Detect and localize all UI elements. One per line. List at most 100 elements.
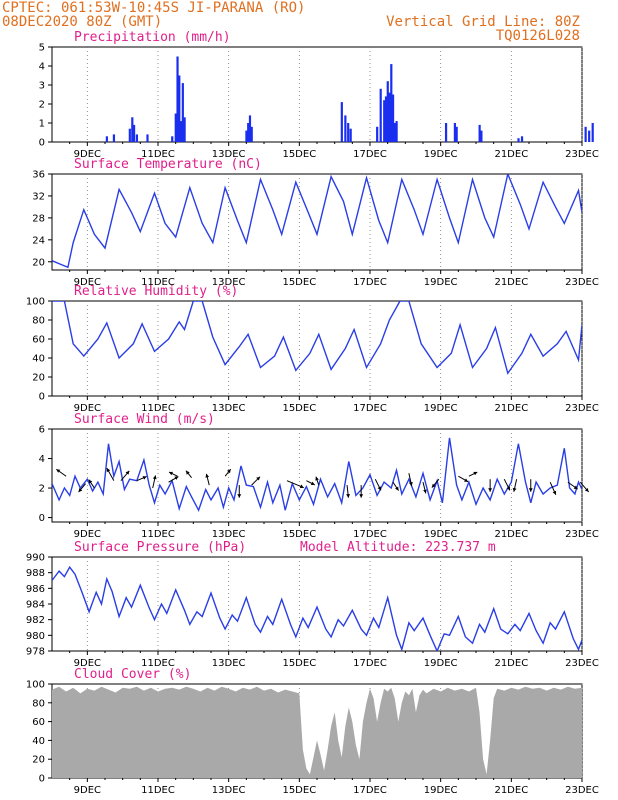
x-tick-label: 13DEC bbox=[212, 149, 246, 160]
precip-bar bbox=[453, 123, 456, 142]
precip-bar bbox=[245, 130, 248, 142]
y-tick-label: 990 bbox=[26, 553, 45, 564]
precip-bar bbox=[128, 128, 131, 142]
y-tick-label: 100 bbox=[26, 680, 45, 691]
precip-bar bbox=[174, 113, 177, 142]
run-datetime: 08DEC2020 80Z (GMT) bbox=[2, 14, 162, 30]
x-tick-label: 23DEC bbox=[565, 658, 599, 669]
wind-vector-head bbox=[186, 470, 190, 475]
wind-vector-head bbox=[359, 494, 364, 498]
panel-title-wind: Surface Wind (m/s) bbox=[74, 412, 215, 427]
wind-vector-head bbox=[88, 479, 93, 484]
precip-bar bbox=[349, 128, 352, 142]
x-tick-label: 23DEC bbox=[565, 149, 599, 160]
wind-vector-head bbox=[377, 486, 381, 491]
wind-vector-head bbox=[152, 475, 157, 480]
y-tick-label: 20 bbox=[32, 755, 45, 766]
precip-bar bbox=[132, 124, 136, 142]
precip-bar bbox=[146, 134, 149, 142]
x-tick-label: 11DEC bbox=[141, 529, 175, 540]
wind-vector-head bbox=[506, 486, 510, 491]
precip-bar bbox=[395, 121, 398, 142]
precip-bar bbox=[393, 123, 396, 142]
panel-title-psfc: Surface Pressure (hPa) bbox=[74, 540, 246, 555]
precip-bar bbox=[181, 83, 184, 142]
x-tick-label: 17DEC bbox=[353, 403, 387, 414]
y-tick-label: 6 bbox=[39, 425, 45, 436]
y-tick-label: 40 bbox=[32, 736, 45, 747]
y-tick-label: 32 bbox=[32, 191, 45, 202]
precip-bar bbox=[178, 75, 181, 142]
wind-vector-head bbox=[174, 476, 179, 480]
x-tick-label: 13DEC bbox=[212, 658, 246, 669]
x-tick-label: 21DEC bbox=[494, 149, 528, 160]
panel-title-cloud: Cloud Cover (%) bbox=[74, 667, 191, 682]
panel-cloud: Cloud Cover (%) 0 20 40 60 80 100 9DEC 11DEC 13DE… bbox=[26, 667, 599, 796]
precip-bar bbox=[344, 115, 347, 142]
x-tick-label: 17DEC bbox=[353, 149, 387, 160]
precip-bar bbox=[517, 138, 520, 142]
precip-bar bbox=[376, 126, 379, 142]
model-id: TQ0126L028 bbox=[496, 28, 580, 44]
wind-vector-head bbox=[205, 473, 210, 478]
x-tick-label: 9DEC bbox=[74, 529, 101, 540]
panel-title-rh: Relative Humidity (%) bbox=[74, 284, 238, 299]
x-tick-label: 23DEC bbox=[565, 529, 599, 540]
panel-frame bbox=[51, 428, 583, 523]
x-tick-label: 19DEC bbox=[424, 277, 458, 288]
precip-bar bbox=[105, 136, 108, 142]
x-tick-label: 21DEC bbox=[494, 403, 528, 414]
precip-bar bbox=[386, 81, 389, 142]
y-tick-label: 60 bbox=[32, 717, 45, 728]
panel-temp: Surface Temperature (nC) 20 24 28 32 36 9DEC 11… bbox=[32, 157, 599, 288]
x-tick-label: 11DEC bbox=[141, 149, 175, 160]
x-tick-label: 15DEC bbox=[282, 658, 316, 669]
precip-bar bbox=[444, 123, 448, 142]
precip-bar bbox=[176, 56, 179, 142]
y-tick-label: 20 bbox=[32, 257, 45, 268]
wind-vector-head bbox=[488, 488, 493, 492]
vertical-grid-note: Vertical Grid Line: 80Z bbox=[386, 14, 580, 30]
x-tick-label: 13DEC bbox=[212, 277, 246, 288]
y-tick-label: 4 bbox=[39, 454, 45, 465]
y-tick-label: 2 bbox=[39, 484, 45, 495]
x-tick-label: 17DEC bbox=[353, 785, 387, 796]
x-tick-label: 17DEC bbox=[353, 529, 387, 540]
x-tick-label: 23DEC bbox=[565, 785, 599, 796]
x-tick-label: 15DEC bbox=[282, 529, 316, 540]
precip-bar bbox=[384, 96, 388, 142]
x-tick-label: 21DEC bbox=[494, 277, 528, 288]
x-tick-label: 19DEC bbox=[424, 785, 458, 796]
y-tick-label: 40 bbox=[32, 354, 45, 365]
y-tick-label: 984 bbox=[26, 600, 45, 611]
precip-bar bbox=[347, 123, 350, 142]
wind-vector-head bbox=[584, 488, 589, 492]
precip-bar bbox=[131, 117, 134, 142]
wind-vector-head bbox=[464, 478, 469, 482]
wind-vector-head bbox=[473, 471, 478, 476]
cloud-area bbox=[52, 686, 582, 778]
y-tick-label: 20 bbox=[32, 373, 45, 384]
panel-frame bbox=[51, 556, 583, 652]
y-tick-label: 1 bbox=[39, 119, 45, 130]
precip-bar bbox=[250, 126, 253, 142]
x-tick-label: 19DEC bbox=[424, 149, 458, 160]
precip-bar bbox=[135, 134, 138, 142]
x-tick-label: 19DEC bbox=[424, 403, 458, 414]
y-tick-label: 28 bbox=[32, 213, 45, 224]
series-line-wind bbox=[52, 437, 582, 512]
wind-vector-head bbox=[552, 490, 557, 495]
series-line-temp bbox=[52, 174, 582, 269]
x-tick-label: 15DEC bbox=[282, 149, 316, 160]
x-tick-label: 11DEC bbox=[141, 658, 175, 669]
y-tick-label: 5 bbox=[39, 43, 45, 54]
y-tick-label: 0 bbox=[39, 513, 45, 524]
station-header: CPTEC: 061:53W-10:45S JI-PARANA (RO) bbox=[2, 0, 305, 16]
y-tick-label: 982 bbox=[26, 615, 45, 626]
precip-bar bbox=[171, 136, 174, 142]
precip-bar bbox=[390, 64, 393, 142]
x-tick-label: 23DEC bbox=[565, 403, 599, 414]
panel-wind: Surface Wind (m/s) 0 2 4 6 9DEC 11DEC 13DEC 15DE… bbox=[39, 412, 599, 540]
y-tick-label: 0 bbox=[39, 138, 45, 149]
